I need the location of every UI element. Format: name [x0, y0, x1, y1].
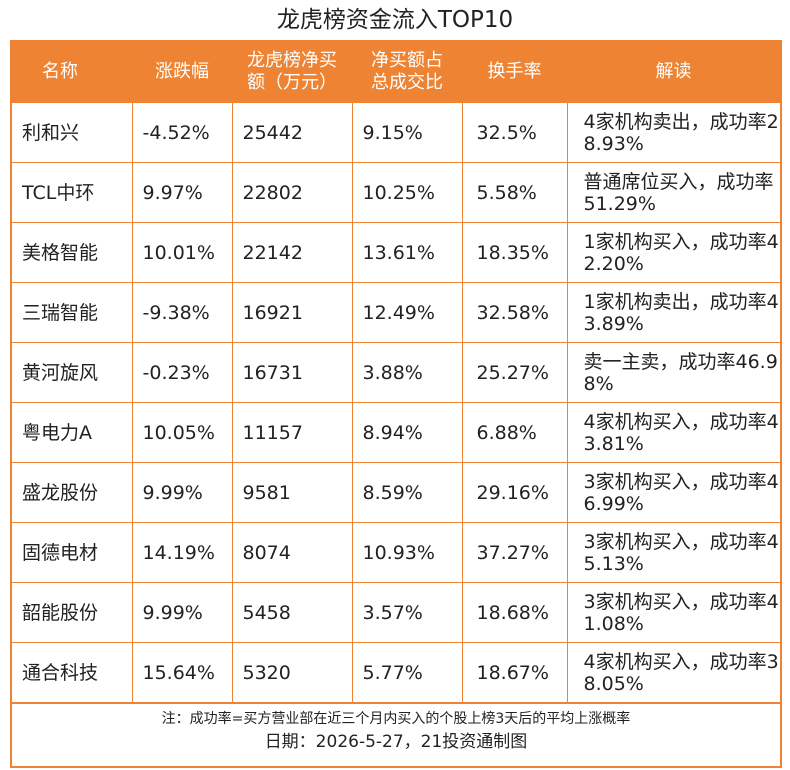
- header-text: 净买额占总成交比: [371, 50, 443, 93]
- table-cell: 1家机构买入，成功率42.20%: [566, 222, 780, 283]
- header-cell: 名称: [12, 42, 132, 103]
- table-row: 通合科技 15.64% 5320 5.77% 18.67% 4家机构买入，成功率38.05…: [12, 642, 780, 703]
- footer: 注：成功率=买方营业部在近三个月内买入的个股上榜3天后的平均上涨概率 日期：20…: [12, 703, 780, 766]
- table-cell: 25442: [231, 102, 353, 163]
- table-cell: 5320: [231, 642, 353, 703]
- header-cell: 涨跌幅: [132, 42, 232, 103]
- table-row: 利和兴 -4.52% 25442 9.15% 32.5% 4家机构卖出，成功率28.93%: [12, 102, 780, 163]
- table-cell: 3家机构买入，成功率41.08%: [566, 582, 780, 643]
- table-cell: 9.99%: [131, 582, 233, 643]
- table-frame: 名称 涨跌幅 龙虎榜净买额（万元） 净买额占总成交比 换手率 解读 利和兴 -4.52% 25…: [10, 40, 782, 768]
- header-text: 换手率: [487, 61, 542, 82]
- header-cell: 净买额占总成交比: [352, 42, 462, 103]
- header-cell: 换手率: [462, 42, 567, 103]
- header-text: 涨跌幅: [155, 61, 209, 82]
- header-row: 名称 涨跌幅 龙虎榜净买额（万元） 净买额占总成交比 换手率 解读: [12, 42, 780, 103]
- source: 日期：2026-5-27，21投资通制图: [264, 732, 528, 752]
- table-cell: 9.99%: [131, 462, 233, 523]
- table-cell: 10.25%: [351, 162, 463, 223]
- table-cell: 9581: [231, 462, 353, 523]
- table-row: 韶能股份 9.99% 5458 3.57% 18.68% 3家机构买入，成功率41.08%: [12, 582, 780, 643]
- table-cell: 美格智能: [12, 222, 133, 283]
- table-row: 盛龙股份 9.99% 9581 8.59% 29.16% 3家机构买入，成功率46.99%: [12, 462, 780, 523]
- table-cell: 32.5%: [461, 102, 568, 163]
- table-cell: 8.59%: [351, 462, 463, 523]
- table-cell: 10.93%: [351, 522, 463, 583]
- table-cell: 9.15%: [351, 102, 463, 163]
- table-cell: 13.61%: [351, 222, 463, 283]
- table-cell: 25.27%: [461, 342, 568, 403]
- title: 龙虎榜资金流入TOP10: [276, 7, 514, 33]
- header-cell: 龙虎榜净买额（万元）: [232, 42, 352, 103]
- table-cell: -0.23%: [131, 342, 233, 403]
- table-cell: 利和兴: [12, 102, 133, 163]
- table-cell: 4家机构买入，成功率43.81%: [566, 402, 780, 463]
- table-cell: 8074: [231, 522, 353, 583]
- table-cell: 9.97%: [131, 162, 233, 223]
- table-cell: 8.94%: [351, 402, 463, 463]
- table-cell: 16731: [231, 342, 353, 403]
- table-row: 三瑞智能 -9.38% 16921 12.49% 32.58% 1家机构卖出，成功率43.…: [12, 282, 780, 343]
- table-cell: 3.57%: [351, 582, 463, 643]
- table-cell: 3家机构买入，成功率46.99%: [566, 462, 780, 523]
- table-cell: 固德电材: [12, 522, 133, 583]
- table-cell: 5.77%: [351, 642, 463, 703]
- table-cell: 4家机构买入，成功率38.05%: [566, 642, 780, 703]
- table-cell: 18.67%: [461, 642, 568, 703]
- table-cell: 6.88%: [461, 402, 568, 463]
- table-cell: 韶能股份: [12, 582, 133, 643]
- header-text: 名称: [42, 61, 78, 82]
- table-cell: 37.27%: [461, 522, 568, 583]
- table-row: 黄河旋风 -0.23% 16731 3.88% 25.27% 卖一主卖，成功率46.98%: [12, 342, 780, 403]
- table-cell: 10.05%: [131, 402, 233, 463]
- table-cell: 黄河旋风: [12, 342, 133, 403]
- table-cell: 18.35%: [461, 222, 568, 283]
- table-cell: 10.01%: [131, 222, 233, 283]
- table-cell: -9.38%: [131, 282, 233, 343]
- footnote: 注：成功率=买方营业部在近三个月内买入的个股上榜3天后的平均上涨概率: [161, 711, 631, 727]
- table-cell: 通合科技: [12, 642, 133, 703]
- table-cell: 29.16%: [461, 462, 568, 523]
- table-cell: 22802: [231, 162, 353, 223]
- header-text: 龙虎榜净买额（万元）: [247, 50, 337, 93]
- table-cell: 22142: [231, 222, 353, 283]
- header-text: 解读: [655, 61, 692, 82]
- table-cell: 三瑞智能: [12, 282, 133, 343]
- table-row: 粤电力A 10.05% 11157 8.94% 6.88% 4家机构买入，成功率43.81…: [12, 402, 780, 463]
- table-cell: -4.52%: [131, 102, 233, 163]
- table-cell: 12.49%: [351, 282, 463, 343]
- table-cell: 11157: [231, 402, 353, 463]
- table-cell: 16921: [231, 282, 353, 343]
- table-cell: 普通席位买入，成功率51.29%: [566, 162, 780, 223]
- table-cell: 卖一主卖，成功率46.98%: [566, 342, 780, 403]
- table-row: 美格智能 10.01% 22142 13.61% 18.35% 1家机构买入，成功率42.…: [12, 222, 780, 283]
- table-cell: 3家机构买入，成功率45.13%: [566, 522, 780, 583]
- table-cell: 5458: [231, 582, 353, 643]
- table-cell: TCL中环: [12, 162, 133, 223]
- table-row: TCL中环 9.97% 22802 10.25% 5.58% 普通席位买入，成功率51.2…: [12, 162, 780, 223]
- table-cell: 1家机构卖出，成功率43.89%: [566, 282, 780, 343]
- table-cell: 18.68%: [461, 582, 568, 643]
- table-cell: 3.88%: [351, 342, 463, 403]
- table-cell: 4家机构卖出，成功率28.93%: [566, 102, 780, 163]
- table-row: 固德电材 14.19% 8074 10.93% 37.27% 3家机构买入，成功率45.1…: [12, 522, 780, 583]
- header-cell: 解读: [567, 42, 780, 103]
- table-cell: 5.58%: [461, 162, 568, 223]
- table: 名称 涨跌幅 龙虎榜净买额（万元） 净买额占总成交比 换手率 解读 利和兴 -4.52% 25…: [12, 42, 780, 703]
- table-cell: 15.64%: [131, 642, 233, 703]
- table-cell: 盛龙股份: [12, 462, 133, 523]
- table-cell: 32.58%: [461, 282, 568, 343]
- table-cell: 粤电力A: [12, 402, 133, 463]
- table-body: 利和兴 -4.52% 25442 9.15% 32.5% 4家机构卖出，成功率28.93%…: [12, 102, 780, 703]
- table-cell: 14.19%: [131, 522, 233, 583]
